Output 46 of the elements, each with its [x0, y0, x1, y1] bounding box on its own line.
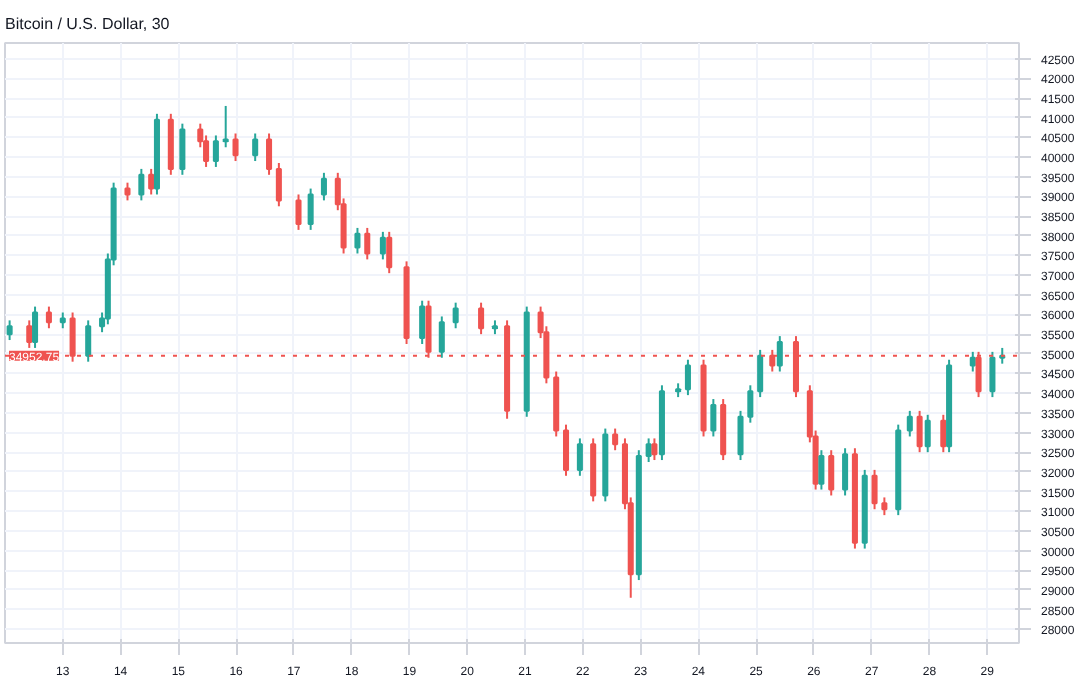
candlestick	[842, 447, 849, 497]
candlestick	[776, 335, 783, 373]
candlestick	[651, 437, 658, 462]
candlestick	[295, 193, 302, 231]
candlestick	[916, 409, 923, 454]
candlestick	[379, 230, 386, 261]
candlestick	[871, 468, 878, 511]
candlestick	[438, 315, 445, 359]
candlestick	[737, 409, 744, 462]
candlestick	[419, 299, 426, 345]
candlestick	[386, 230, 393, 275]
candlestick	[563, 423, 570, 477]
chart-title: Bitcoin / U.S. Dollar, 30	[5, 15, 171, 33]
candlestick	[45, 305, 52, 330]
candlestick	[148, 167, 155, 196]
candlestick	[828, 449, 835, 497]
candlestick	[266, 132, 273, 176]
candlestick	[307, 187, 314, 231]
candlestick	[138, 167, 145, 202]
candlestick	[364, 226, 371, 261]
candlestick	[747, 384, 754, 424]
candlestick	[940, 413, 947, 454]
candlestick	[6, 319, 13, 342]
candlestick	[645, 437, 652, 464]
candlestick	[252, 132, 259, 163]
candlestick	[232, 132, 239, 163]
candlestick	[478, 301, 485, 336]
candlestick	[179, 122, 186, 176]
candlestick	[32, 305, 39, 349]
candlestick	[222, 104, 229, 149]
candlestick	[684, 358, 691, 397]
candlestick	[612, 427, 619, 452]
candlestick	[212, 134, 219, 168]
candlestick	[924, 413, 931, 454]
candlestick	[275, 162, 282, 208]
candlestick	[969, 350, 976, 373]
candlestick	[906, 409, 913, 438]
candlestick	[757, 348, 764, 399]
candlestick	[452, 301, 459, 330]
candlestick	[320, 171, 327, 202]
candlestick	[85, 319, 92, 363]
candlestick	[710, 398, 717, 438]
candlestick	[576, 437, 583, 477]
candlestick	[354, 226, 361, 255]
candlestick	[989, 350, 996, 399]
candlestick	[818, 449, 825, 491]
